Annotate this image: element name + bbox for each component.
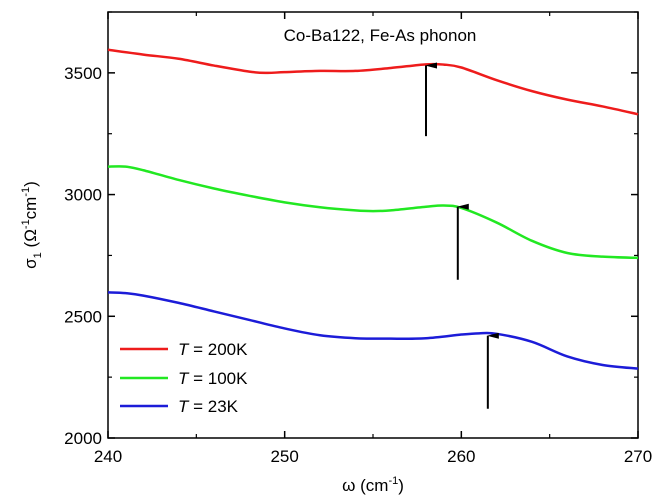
series-line-1 xyxy=(107,165,639,260)
legend-label-23k: T = 23K xyxy=(178,397,239,416)
y-tick-label-2500: 2500 xyxy=(64,307,102,326)
x-tick-label-260: 260 xyxy=(447,447,475,466)
y-tick-label-2000: 2000 xyxy=(64,429,102,448)
legend: T = 200K T = 100K T = 23K xyxy=(120,340,248,416)
annotation-arrows xyxy=(425,62,499,409)
x-tick-label-240: 240 xyxy=(94,447,122,466)
y-tick-label-3000: 3000 xyxy=(64,186,102,205)
series-layer xyxy=(107,48,639,370)
chart-title: Co-Ba122, Fe-As phonon xyxy=(284,26,477,45)
legend-label-200k: T = 200K xyxy=(178,340,248,359)
y-axis-ticks: 2000 2500 3000 3500 xyxy=(64,11,638,448)
x-axis-ticks: 240 250 260 270 xyxy=(94,12,652,466)
series-line-0 xyxy=(107,48,639,116)
y-tick-label-3500: 3500 xyxy=(64,64,102,83)
y-axis-label: σ1 (Ω-1cm-1) xyxy=(20,181,44,269)
x-axis-label: ω (cm-1) xyxy=(342,475,404,495)
x-tick-label-250: 250 xyxy=(270,447,298,466)
legend-label-100k: T = 100K xyxy=(178,369,248,388)
series-line-2 xyxy=(107,291,639,370)
x-tick-label-270: 270 xyxy=(624,447,652,466)
